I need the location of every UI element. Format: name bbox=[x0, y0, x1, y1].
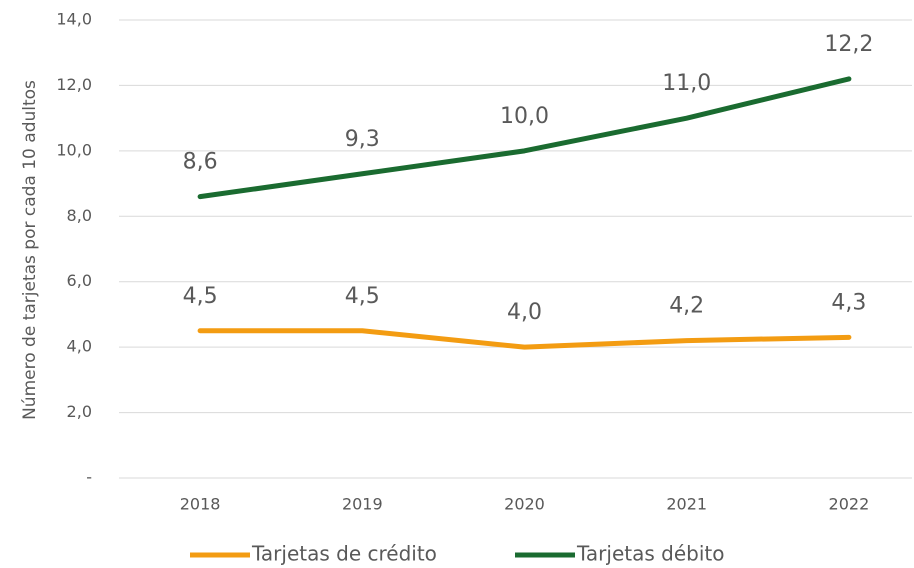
legend-label: Tarjetas débito bbox=[576, 542, 724, 566]
y-tick-label: 14,0 bbox=[56, 10, 92, 29]
y-tick-label: 4,0 bbox=[67, 337, 92, 356]
y-tick-label: 6,0 bbox=[67, 271, 92, 290]
series-line bbox=[197, 328, 852, 350]
data-label: 9,3 bbox=[345, 127, 380, 152]
y-tick-label: - bbox=[86, 468, 92, 487]
y-tick-label: 2,0 bbox=[67, 402, 92, 421]
x-tick-label: 2019 bbox=[342, 495, 383, 514]
data-label: 10,0 bbox=[500, 104, 549, 129]
legend-label: Tarjetas de crédito bbox=[251, 542, 437, 566]
y-axis-title: Número de tarjetas por cada 10 adultos bbox=[20, 80, 40, 420]
data-label: 8,6 bbox=[183, 150, 218, 175]
y-tick-label: 10,0 bbox=[56, 140, 92, 159]
data-label: 4,5 bbox=[183, 284, 218, 309]
data-label: 4,2 bbox=[669, 294, 704, 319]
x-tick-label: 2022 bbox=[829, 495, 870, 514]
data-label: 11,0 bbox=[662, 71, 711, 96]
y-tick-label: 12,0 bbox=[56, 75, 92, 94]
data-label: 4,0 bbox=[507, 300, 542, 325]
series-line bbox=[197, 76, 852, 200]
data-label: 4,5 bbox=[345, 284, 380, 309]
x-tick-label: 2018 bbox=[180, 495, 221, 514]
data-label: 4,3 bbox=[831, 290, 866, 315]
x-tick-label: 2021 bbox=[666, 495, 707, 514]
y-tick-label: 8,0 bbox=[67, 206, 92, 225]
x-tick-label: 2020 bbox=[504, 495, 545, 514]
data-label: 12,2 bbox=[824, 32, 873, 57]
